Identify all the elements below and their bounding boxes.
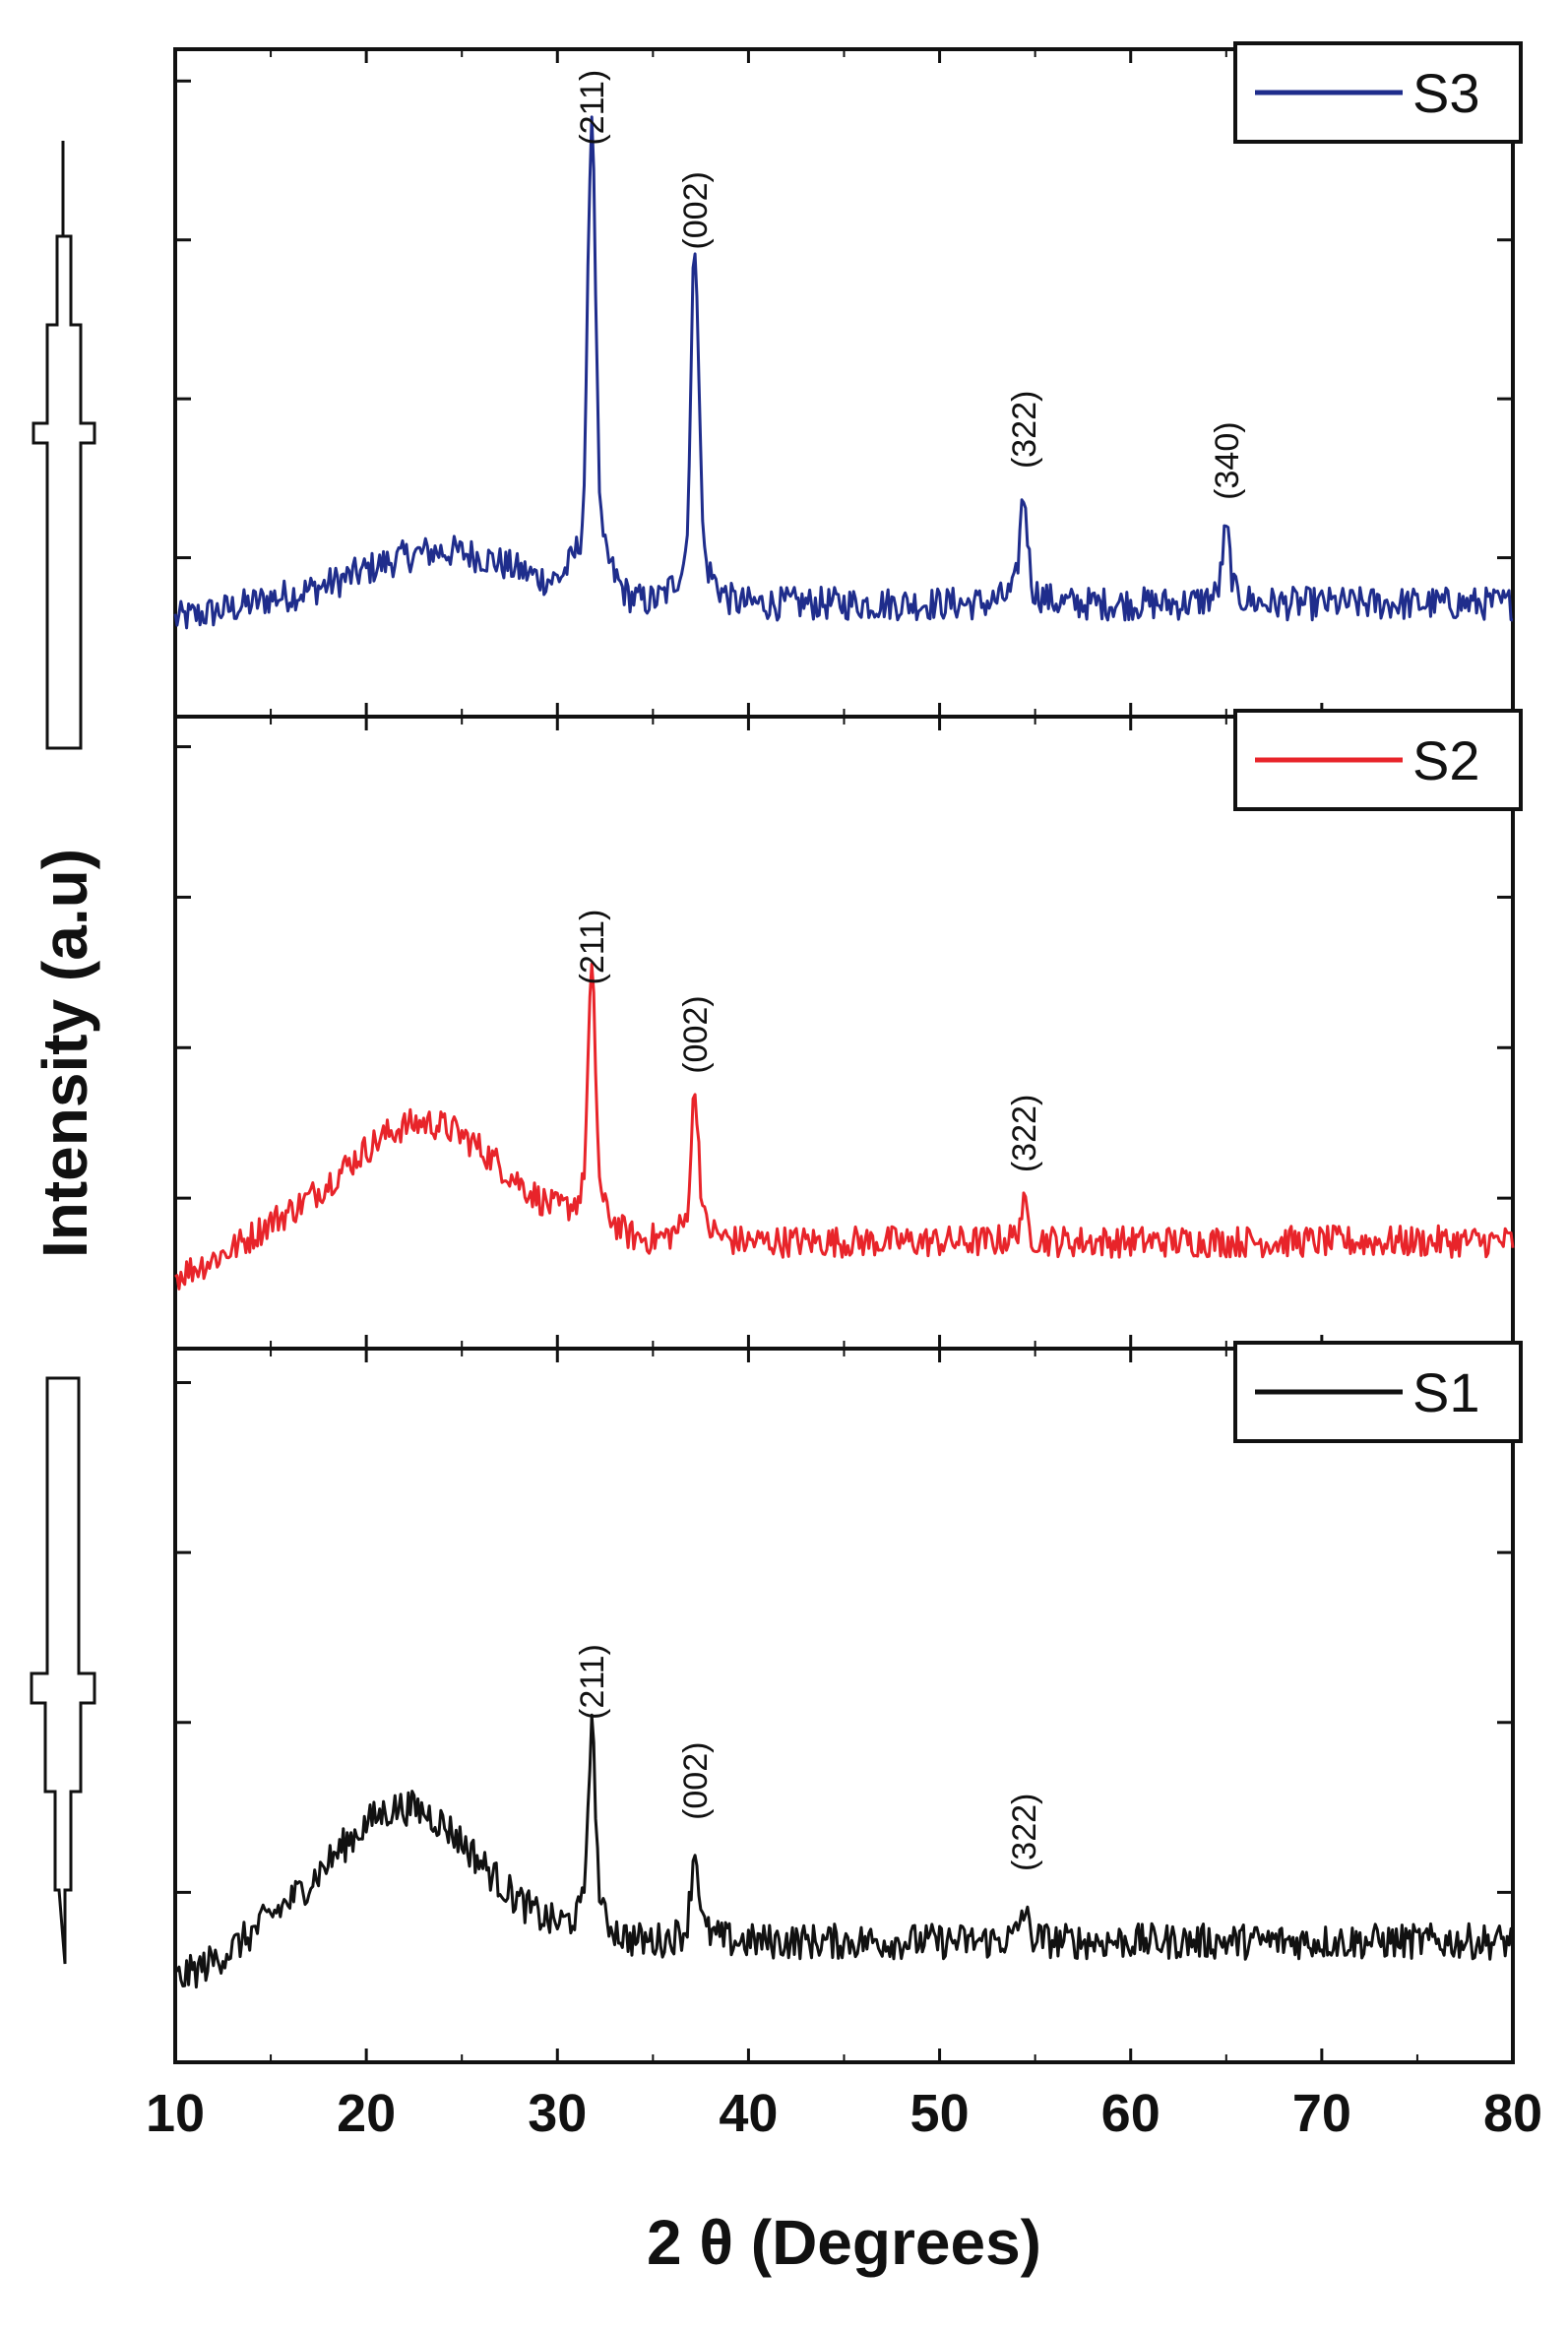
x-tick-label: 40 <box>719 2084 778 2143</box>
panel-s1: (211) (002) (322) S1 <box>173 1341 1523 2064</box>
panel-s3: (211) (002) (322) (340) S3 <box>173 41 1523 719</box>
legend-label: S1 <box>1412 1361 1480 1423</box>
peak-label: (002) <box>677 995 715 1073</box>
peak-label: (340) <box>1209 421 1246 499</box>
peak-label: (002) <box>677 171 715 249</box>
legend-label: S3 <box>1412 62 1480 124</box>
up-arrow-icon <box>31 141 96 750</box>
x-tick-label: 20 <box>337 2084 396 2143</box>
x-tick-label: 50 <box>910 2084 970 2143</box>
series-line-s2 <box>174 962 1515 1291</box>
peak-label: (322) <box>1006 391 1043 469</box>
peak-label: (211) <box>574 70 611 146</box>
x-tick-label: 30 <box>528 2084 587 2143</box>
down-arrow-icon <box>30 1376 96 1965</box>
x-tick-label: 70 <box>1292 2084 1351 2143</box>
peak-label: (211) <box>574 910 611 985</box>
series-line-s3 <box>173 115 1514 630</box>
y-axis-title: Intensity (a.u) <box>30 849 100 1258</box>
x-axis-title: 2 θ (Degrees) <box>647 2207 1041 2278</box>
x-tick-label: 80 <box>1483 2084 1542 2143</box>
legend-label: S2 <box>1412 729 1480 791</box>
panel-s2: (211) (002) (322) S2 <box>173 709 1523 1351</box>
peak-label: (322) <box>1006 1794 1043 1871</box>
peak-label: (211) <box>574 1644 611 1720</box>
peak-label: (002) <box>677 1742 715 1820</box>
series-line-s1 <box>174 1713 1515 1989</box>
x-tick-label: 10 <box>146 2084 205 2143</box>
x-tick-label: 60 <box>1101 2084 1160 2143</box>
peak-label: (322) <box>1006 1095 1043 1172</box>
